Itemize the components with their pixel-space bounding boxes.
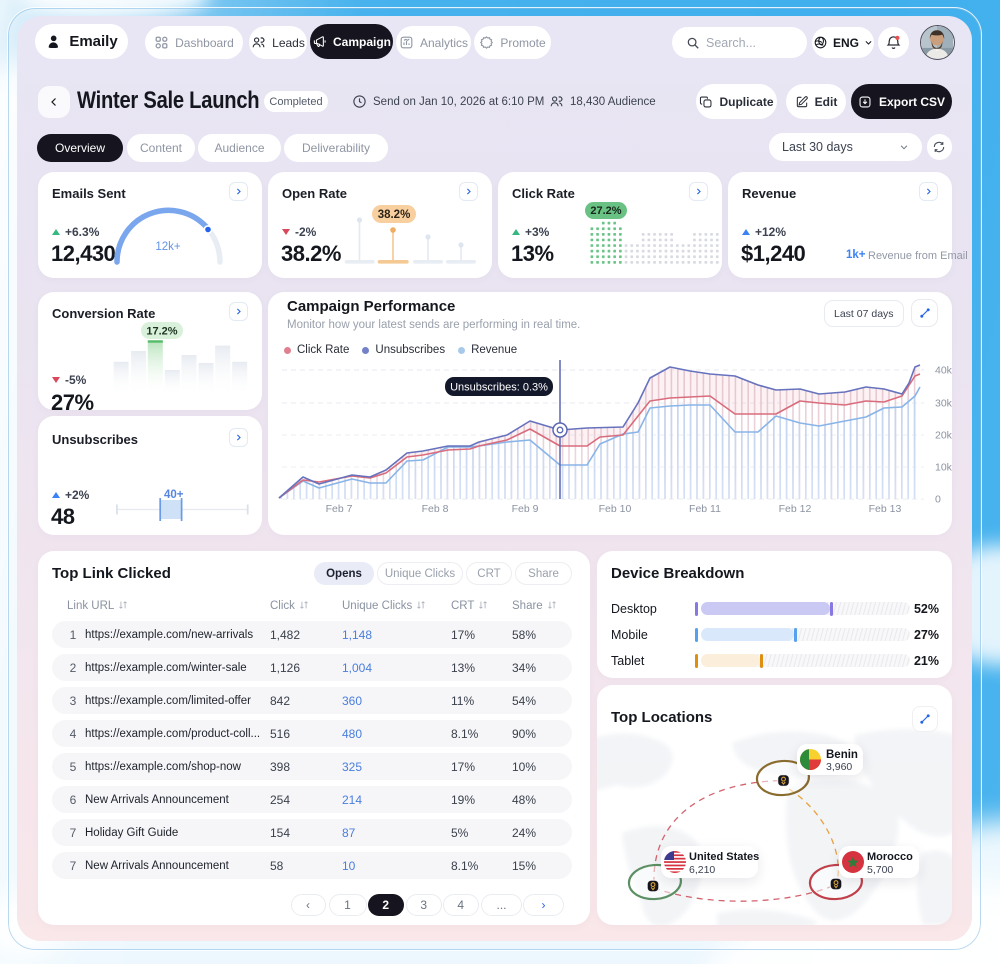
svg-text:0: 0 bbox=[935, 494, 941, 506]
svg-text:17.2%: 17.2% bbox=[146, 326, 177, 338]
svg-text:20k: 20k bbox=[935, 430, 952, 442]
svg-text:Feb 11: Feb 11 bbox=[689, 503, 721, 515]
svg-text:12k+: 12k+ bbox=[155, 241, 181, 253]
svg-text:Feb 13: Feb 13 bbox=[869, 503, 902, 515]
svg-text:30k: 30k bbox=[935, 398, 952, 410]
svg-text:Feb 7: Feb 7 bbox=[326, 503, 353, 515]
svg-text:Feb 8: Feb 8 bbox=[422, 503, 449, 515]
svg-text:38.2%: 38.2% bbox=[378, 209, 411, 221]
svg-text:10k: 10k bbox=[935, 462, 952, 474]
svg-text:Feb 12: Feb 12 bbox=[779, 503, 812, 515]
svg-text:Feb 10: Feb 10 bbox=[599, 503, 632, 515]
svg-text:Feb 9: Feb 9 bbox=[512, 503, 539, 515]
svg-text:Unsubscribes: 0.3%: Unsubscribes: 0.3% bbox=[450, 382, 548, 394]
svg-text:40k: 40k bbox=[935, 365, 952, 377]
